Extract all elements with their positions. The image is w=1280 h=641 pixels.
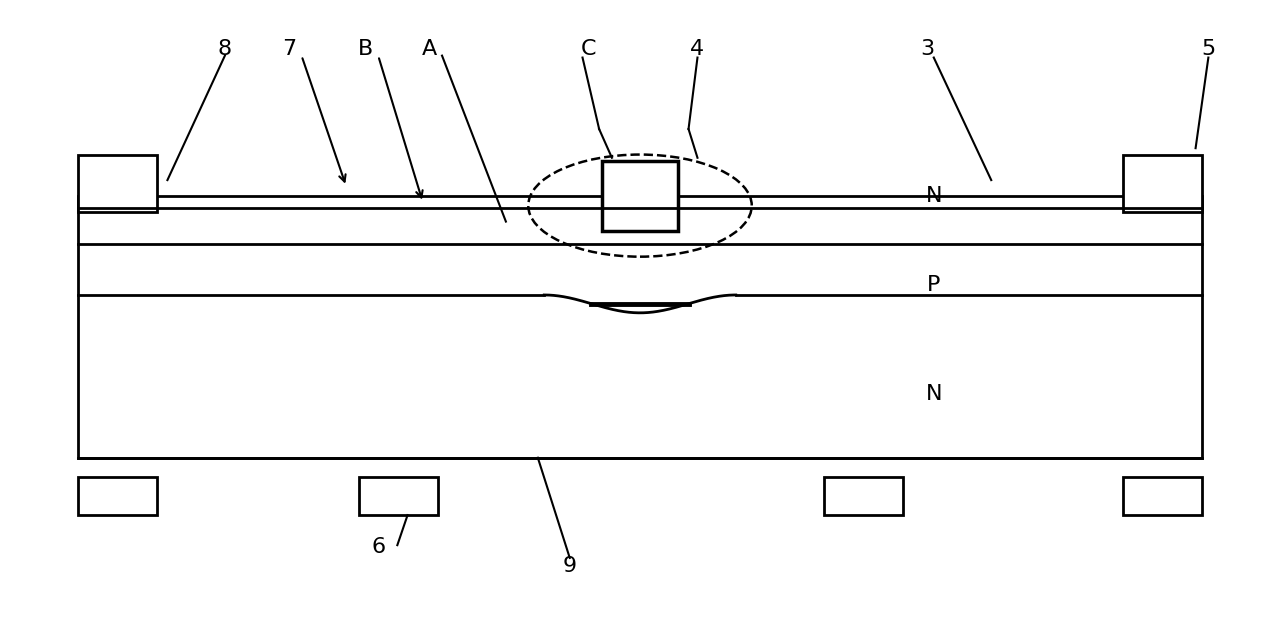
Text: 7: 7 (282, 39, 296, 59)
Bar (602, 161, 678, 231)
Text: 4: 4 (690, 39, 704, 59)
Bar (78, 196, 1202, 458)
Bar (78, 477, 157, 515)
Text: 9: 9 (563, 556, 577, 576)
Text: C: C (581, 39, 596, 59)
Bar (358, 477, 438, 515)
Text: 6: 6 (371, 537, 385, 557)
Text: N: N (925, 186, 942, 206)
Text: 8: 8 (218, 39, 232, 59)
Text: P: P (927, 276, 941, 296)
Bar (824, 477, 904, 515)
Bar (78, 154, 157, 212)
Text: 5: 5 (1201, 39, 1216, 59)
Bar (1123, 154, 1202, 212)
Text: 3: 3 (920, 39, 934, 59)
Text: N: N (925, 384, 942, 404)
Bar (1123, 477, 1202, 515)
Text: B: B (358, 39, 372, 59)
Text: A: A (421, 39, 436, 59)
